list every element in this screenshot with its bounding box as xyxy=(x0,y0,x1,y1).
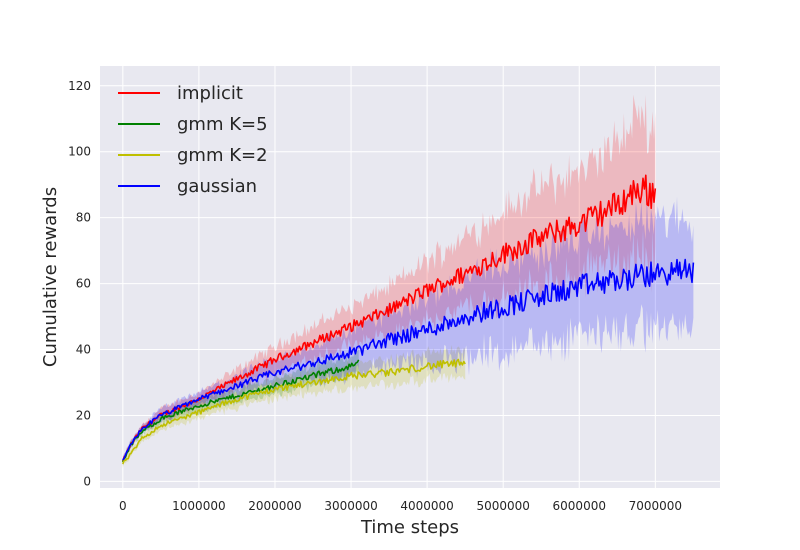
y-tick-label: 100 xyxy=(68,145,91,159)
y-tick-label: 60 xyxy=(76,277,91,291)
y-tick-label: 40 xyxy=(76,343,91,357)
band-implicit xyxy=(122,94,656,465)
y-axis-label: Cumulative rewards xyxy=(40,187,61,367)
legend-label: gmm K=5 xyxy=(177,114,268,135)
band-gmm-k-2 xyxy=(122,344,466,468)
y-tick-label: 0 xyxy=(83,474,91,488)
line-gmm-k-2 xyxy=(122,358,466,465)
x-tick-label: 1000000 xyxy=(172,499,225,513)
x-axis-label: Time steps xyxy=(360,517,459,538)
x-tick-label: 3000000 xyxy=(324,499,377,513)
x-tick-label: 0 xyxy=(119,499,127,513)
x-tick-label: 6000000 xyxy=(553,499,606,513)
band-gmm-k-5 xyxy=(122,349,359,466)
y-tick-label: 20 xyxy=(76,408,91,422)
x-tick-label: 5000000 xyxy=(476,499,529,513)
grid xyxy=(100,66,720,488)
x-tick-label: 4000000 xyxy=(400,499,453,513)
y-tick-labels: 0 20 40 60 80 100 120 xyxy=(68,79,91,489)
x-tick-labels: 0 1000000 2000000 3000000 4000000 5000000 6000… xyxy=(119,499,682,513)
x-tick-label: 2000000 xyxy=(248,499,301,513)
x-tick-label: 7000000 xyxy=(629,499,682,513)
line-implicit xyxy=(122,174,657,462)
legend-label: gmm K=2 xyxy=(177,145,268,166)
y-tick-label: 120 xyxy=(68,79,91,93)
y-tick-label: 80 xyxy=(76,211,91,225)
line-gaussian xyxy=(122,258,695,461)
legend-label: gaussian xyxy=(177,176,257,197)
series-lines xyxy=(122,174,695,465)
legend: implicit gmm K=5 gmm K=2 gaussian xyxy=(118,83,268,197)
legend-label: implicit xyxy=(177,83,243,104)
